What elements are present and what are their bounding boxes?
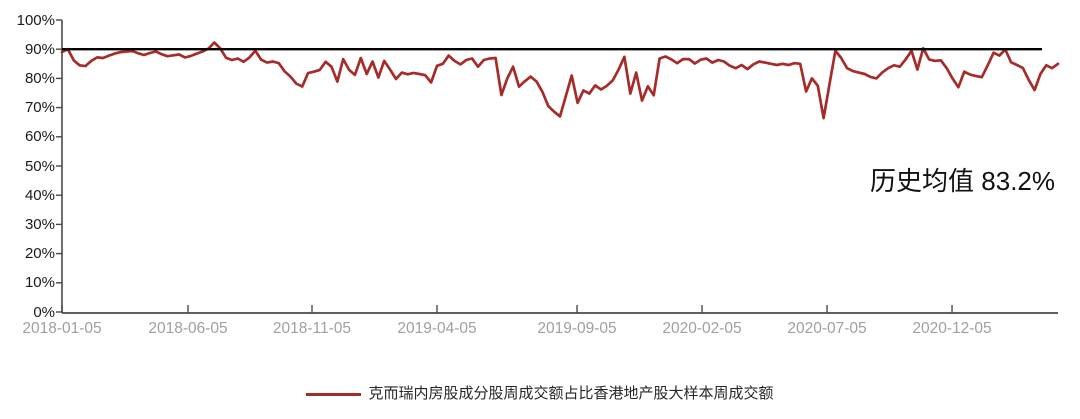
y-axis-tick-label: 80% — [24, 69, 55, 87]
y-axis-tick-label: 30% — [24, 215, 55, 233]
series-polyline — [60, 41, 1060, 120]
x-axis-tick-label: 2020-02-05 — [662, 320, 742, 337]
legend-series-label: 克而瑞内房股成分股周成交额占比香港地产股大样本周成交额 — [368, 385, 774, 402]
y-axis-tick-label: 100% — [16, 11, 55, 29]
y-axis-tick-label: 90% — [24, 40, 55, 58]
y-axis-tick-label: 0% — [33, 303, 55, 321]
chart-legend: 克而瑞内房股成分股周成交额占比香港地产股大样本周成交额 — [0, 383, 1080, 405]
y-axis-tick-label: 60% — [24, 128, 55, 146]
x-axis-tick-label: 2019-09-05 — [537, 320, 617, 337]
x-axis-tick-label: 2018-01-05 — [22, 320, 102, 337]
x-axis-tick-label: 2020-12-05 — [912, 320, 992, 337]
historical-mean-annotation: 历史均值 83.2% — [870, 166, 1055, 196]
x-axis-tick-label: 2018-06-05 — [148, 320, 228, 337]
legend-line-swatch — [306, 392, 362, 396]
axis-tick-marks — [56, 19, 953, 313]
y-axis-tick-label: 70% — [24, 99, 55, 117]
y-axis-labels: 0% 10% 20% 30% 40% 50% 60% 70% 80% 90% 100% — [0, 0, 55, 340]
x-axis-labels: 2018-01-05 2018-06-05 2018-11-05 2019-04-05… — [0, 320, 1080, 342]
y-axis-tick-label: 10% — [24, 274, 55, 292]
y-axis-tick-label: 50% — [24, 157, 55, 175]
y-axis-tick-label: 40% — [24, 186, 55, 204]
x-axis-tick-label: 2018-11-05 — [272, 320, 352, 337]
x-axis-tick-label: 2020-07-05 — [787, 320, 867, 337]
x-axis-tick-label: 2019-04-05 — [397, 320, 477, 337]
y-axis-tick-label: 20% — [24, 245, 55, 263]
